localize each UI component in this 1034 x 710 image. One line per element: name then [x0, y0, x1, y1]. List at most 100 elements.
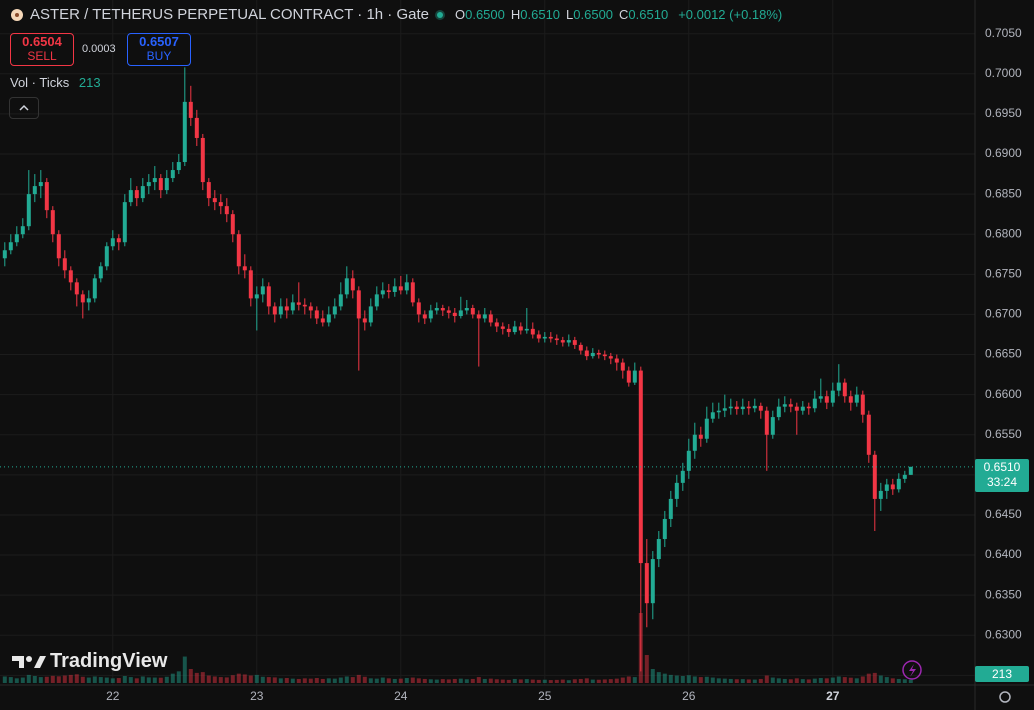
volume-bar: [242, 674, 247, 683]
candle-body: [188, 101, 193, 118]
volume-bar: [692, 676, 697, 683]
y-tick-label: 0.6400: [985, 547, 1022, 561]
candle-body: [602, 354, 607, 357]
change: +0.0012 (+0.18%): [678, 7, 783, 22]
candle-body: [26, 194, 31, 227]
volume-bar: [482, 678, 487, 683]
candle-body: [182, 101, 187, 163]
volume-bar: [866, 673, 871, 683]
candle-body: [374, 294, 379, 307]
volume-legend: Vol · Ticks 213: [10, 75, 101, 90]
candle-body: [854, 394, 859, 403]
candle-body: [326, 314, 331, 323]
candle-body: [176, 162, 181, 171]
candle-body: [410, 282, 415, 303]
candle-body: [242, 266, 247, 271]
candle-body: [860, 394, 865, 415]
candle-body: [128, 190, 133, 203]
x-tick-label: 24: [394, 689, 408, 703]
candle-body: [314, 310, 319, 319]
volume-bar: [416, 678, 421, 683]
volume-bar: [134, 678, 139, 683]
candle-body: [392, 286, 397, 292]
candle-body: [596, 352, 601, 355]
candle-body: [578, 344, 583, 351]
volume-bar: [620, 677, 625, 683]
candle-body: [698, 434, 703, 439]
candle-body: [776, 406, 781, 418]
volume-bar: [62, 675, 67, 683]
volume-bar: [116, 678, 121, 683]
candle-body: [620, 362, 625, 371]
volume-bar: [218, 677, 223, 683]
volume-bar: [170, 673, 175, 683]
y-tick-label: 0.6550: [985, 427, 1022, 441]
candle-body: [842, 382, 847, 397]
candle-body: [518, 326, 523, 331]
watermark-logo: [12, 655, 46, 668]
candle-body: [566, 340, 571, 343]
volume-bar: [350, 677, 355, 683]
volume-bar: [320, 678, 325, 683]
volume-bar: [554, 679, 559, 683]
legend-key: L: [566, 7, 574, 22]
candle-body: [302, 304, 307, 307]
volume-bar: [908, 679, 913, 683]
legend-key: C: [619, 7, 629, 22]
candle-body: [722, 408, 727, 411]
volume-value: 213: [78, 75, 101, 90]
volume-bar: [236, 673, 241, 683]
candle-body: [98, 266, 103, 279]
volume-bar: [476, 677, 481, 683]
volume-bar: [356, 674, 361, 683]
watermark-text: TradingView: [50, 650, 168, 672]
y-tick-label: 0.6950: [985, 106, 1022, 120]
candle-body: [428, 310, 433, 319]
volume-bar: [284, 678, 289, 683]
candle-body: [110, 238, 115, 247]
x-tick-label: 23: [250, 689, 264, 703]
volume-bar: [212, 676, 217, 683]
candle-body: [92, 278, 97, 299]
candle-body: [362, 318, 367, 323]
candle-body: [404, 282, 409, 291]
volume-bar: [2, 676, 7, 683]
candle-body: [380, 290, 385, 295]
sell-button[interactable]: 0.6504 SELL: [10, 33, 74, 66]
candle-body: [650, 559, 655, 604]
volume-bar: [164, 676, 169, 683]
volume-bar: [560, 679, 565, 683]
candle-body: [716, 410, 721, 413]
volume-bar: [776, 678, 781, 683]
volume-bar: [128, 677, 133, 683]
volume-bar: [464, 679, 469, 683]
volume-bar: [524, 679, 529, 683]
buy-button[interactable]: 0.6507 BUY: [127, 33, 191, 66]
candle-body: [398, 286, 403, 291]
y-tick-label: 0.6600: [985, 387, 1022, 401]
volume-bar: [338, 677, 343, 683]
last-price-tag: 0.6510 33:24: [975, 459, 1029, 492]
volume-bar: [86, 677, 91, 683]
volume-bar: [716, 678, 721, 683]
candle-body: [470, 308, 475, 315]
volume-bar: [662, 673, 667, 683]
candle-body: [8, 242, 13, 251]
candle-body: [74, 282, 79, 295]
candle-body: [746, 406, 751, 409]
candle-body: [20, 226, 25, 235]
candle-body: [272, 306, 277, 315]
candle-body: [194, 117, 199, 138]
collapse-button[interactable]: [9, 97, 39, 119]
candle-body: [152, 178, 157, 183]
volume-bar: [632, 677, 637, 683]
y-tick-label: 0.6300: [985, 627, 1022, 641]
candle-body: [632, 370, 637, 383]
candle-body: [308, 306, 313, 311]
volume-bar: [500, 679, 505, 683]
volume-bar: [830, 677, 835, 683]
status-dot: [434, 9, 445, 20]
volume-bar: [206, 675, 211, 683]
volume-bar: [158, 677, 163, 683]
